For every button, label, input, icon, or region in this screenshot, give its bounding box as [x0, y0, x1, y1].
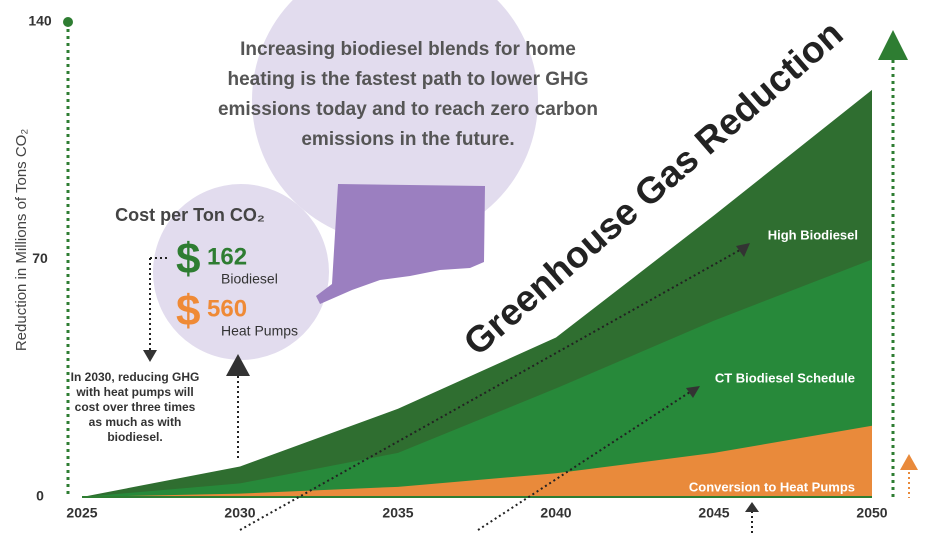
pointer-head: [226, 354, 250, 376]
pointer-head: [143, 350, 157, 362]
pointer-line: [239, 249, 741, 531]
series-label: CT Biodiesel Schedule: [715, 370, 855, 385]
cost-symbol: $: [176, 287, 200, 336]
y-axis-dot: [63, 17, 73, 27]
message-line: emissions in the future.: [301, 129, 514, 150]
message-line: emissions today and to reach zero carbon: [218, 99, 598, 120]
note-line: biodiesel.: [107, 430, 162, 444]
x-tick-label: 2030: [224, 505, 255, 521]
note-line: cost over three times: [75, 400, 196, 414]
y-tick-label: 0: [36, 488, 44, 504]
y-tick-label: 140: [28, 13, 52, 29]
state-shape: [316, 184, 485, 304]
cost-amount: 162: [207, 243, 247, 270]
series-label: Conversion to Heat Pumps: [689, 479, 855, 494]
x-tick-label: 2035: [382, 505, 413, 521]
cost-symbol: $: [176, 235, 200, 284]
y-tick-label: 70: [32, 250, 48, 266]
area: [82, 425, 872, 497]
pointer-head: [686, 386, 700, 398]
x-tick-label: 2050: [856, 505, 887, 521]
orange-arrow-head: [900, 454, 918, 470]
cost-amount: 560: [207, 295, 247, 322]
pointer-head: [736, 243, 750, 257]
cost-label: Biodiesel: [221, 271, 278, 287]
note-line: as much as with: [89, 415, 182, 429]
x-tick-label: 2045: [698, 505, 729, 521]
cost-bubble: [153, 184, 329, 360]
area: [82, 259, 872, 497]
message-line: heating is the fastest path to lower GHG: [227, 69, 588, 90]
pointer-head: [745, 502, 759, 512]
x-tick-label: 2025: [66, 505, 97, 521]
note-line: with heat pumps will: [75, 385, 193, 399]
cost-label: Heat Pumps: [221, 323, 298, 339]
message-line: Increasing biodiesel blends for home: [240, 39, 576, 60]
pointer-line: [477, 391, 691, 531]
right-arrow-head: [878, 30, 908, 60]
note-line: In 2030, reducing GHG: [71, 370, 200, 384]
x-tick-label: 2040: [540, 505, 571, 521]
cost-title: Cost per Ton CO₂: [115, 205, 265, 225]
message-bubble: [252, 0, 538, 243]
y-axis-label: Reduction in Millions of Tons CO₂: [13, 129, 30, 351]
series-label: High Biodiesel: [768, 227, 858, 242]
